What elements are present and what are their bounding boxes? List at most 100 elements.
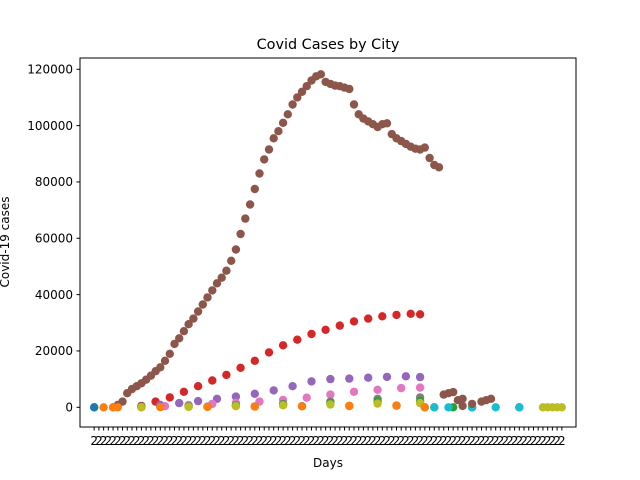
data-point-s7-0 [90,403,99,412]
plot-frame [79,57,577,428]
data-point-s9-4 [515,403,524,412]
data-point-s8-0 [99,403,108,412]
data-point-s6-0 [137,403,146,412]
data-point-s0-40 [302,82,311,91]
x-tick-label-35: 2 [256,434,264,448]
x-tick-label-42: 2 [289,434,297,448]
data-point-s0-25 [231,245,241,254]
data-point-s0-38 [293,93,302,102]
x-tick-label-97: 2 [549,434,557,448]
data-point-s0-71 [449,387,458,397]
data-point-s0-17 [193,307,203,316]
data-point-s1-5 [208,376,217,385]
x-tick-label-65: 2 [397,434,405,448]
x-tick-label-99: 2 [558,434,566,448]
data-point-s1-16 [364,314,373,323]
data-point-s0-11 [165,349,174,358]
x-tick-label-87: 2 [501,434,509,448]
data-point-s0-24 [227,256,236,265]
x-tick-label-38: 2 [270,434,278,448]
data-point-s0-43 [316,70,326,79]
x-tick-label-11: 2 [142,434,150,448]
x-tick-label-5: 2 [114,434,122,448]
x-tick-label-86: 2 [497,434,505,448]
x-axis-label: Days [313,456,343,470]
y-tick-label-4: 80000 [35,175,73,189]
data-point-s3-11 [397,383,406,393]
data-point-s0-27 [241,214,250,223]
data-point-s0-57 [382,119,392,128]
x-tick-label-77: 2 [454,434,462,448]
data-point-s2-3 [193,396,203,406]
data-point-s0-22 [217,273,226,282]
data-point-s0-26 [236,229,245,239]
x-tick-label-40: 2 [279,434,287,448]
x-tick-label-67: 2 [407,434,415,448]
x-tick-label-50: 2 [327,434,335,448]
data-point-s0-10 [160,356,170,365]
x-tick-label-93: 2 [530,434,538,448]
data-point-s8-7 [345,401,354,411]
x-tick-label-88: 2 [506,434,514,448]
y-tick-label-2: 40000 [35,288,73,302]
x-tick-label-31: 2 [237,434,245,448]
data-point-s6-4 [326,400,335,409]
data-point-s2-9 [307,377,316,386]
x-tick-label-32: 2 [242,434,250,448]
x-tick-label-9: 2 [133,434,141,448]
data-point-s1-19 [406,309,415,318]
data-point-s1-8 [250,356,259,365]
data-point-s0-12 [170,339,179,349]
data-point-s2-7 [269,386,278,395]
data-point-s2-15 [415,372,425,382]
x-tick-label-23: 2 [199,434,207,448]
data-point-s9-3 [491,403,500,412]
x-tick-label-4: 2 [109,434,117,448]
x-tick-label-41: 2 [284,434,292,448]
x-tick-label-96: 2 [544,434,552,448]
x-tick-label-22: 2 [194,434,202,448]
x-tick-label-59: 2 [369,434,377,448]
data-point-s0-15 [184,320,193,329]
data-point-s10-0 [458,401,467,411]
data-point-s0-1 [118,397,127,406]
data-point-s3-7 [302,393,311,402]
data-point-s8-4 [203,402,212,412]
data-point-s6-5 [373,399,382,408]
x-tick-label-37: 2 [265,434,273,448]
x-tick-label-61: 2 [379,434,387,448]
x-tick-label-57: 2 [360,434,368,448]
data-point-s0-35 [278,118,288,128]
x-tick-label-55: 2 [350,434,358,448]
x-tick-label-45: 2 [303,434,311,448]
data-point-s1-6 [222,370,231,380]
x-tick-label-70: 2 [421,434,429,448]
data-point-s0-9 [156,363,165,372]
x-tick-label-33: 2 [246,434,254,448]
x-tick-label-25: 2 [208,434,216,448]
data-point-s2-5 [231,392,241,401]
data-point-s6-1 [184,402,193,412]
x-tick-label-68: 2 [412,434,420,448]
x-tick-label-10: 2 [138,434,146,448]
x-tick-label-8: 2 [128,434,136,448]
data-point-s9-0 [430,403,439,412]
data-point-s2-8 [288,382,297,391]
data-point-s0-39 [297,87,307,97]
data-point-s1-13 [321,325,330,334]
data-point-s0-28 [245,200,255,209]
x-tick-label-63: 2 [388,434,396,448]
x-tick-label-54: 2 [345,434,353,448]
data-point-s1-20 [415,310,425,319]
x-tick-label-47: 2 [312,434,320,448]
x-tick-label-78: 2 [459,434,467,448]
data-point-s1-17 [378,312,387,321]
x-tick-label-90: 2 [515,434,523,448]
x-tick-label-20: 2 [185,434,193,448]
x-tick-label-53: 2 [341,434,349,448]
data-point-s1-7 [236,363,245,372]
x-tick-label-51: 2 [331,434,339,448]
x-tick-label-13: 2 [152,434,160,448]
data-point-s8-2 [113,403,123,412]
